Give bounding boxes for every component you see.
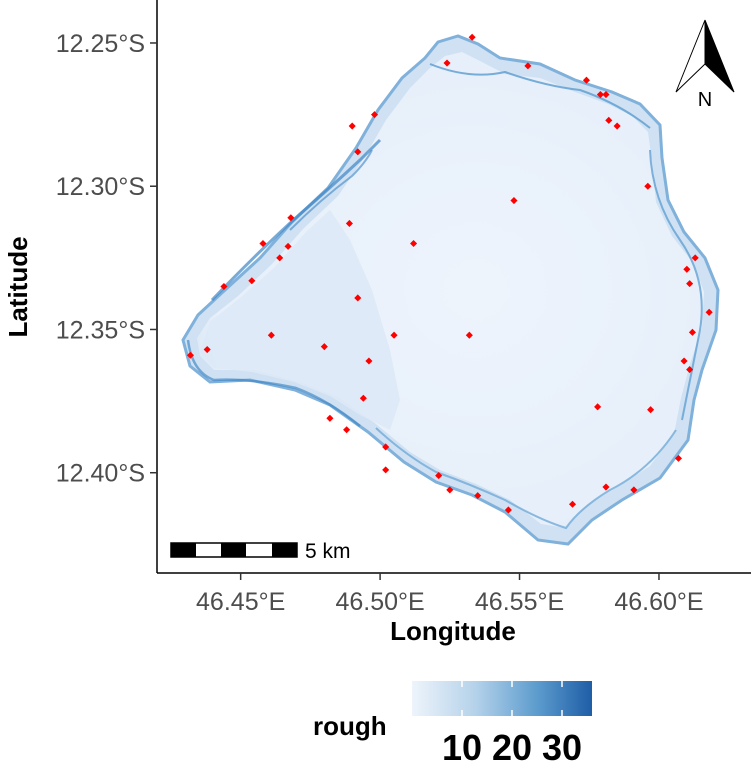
scale-bar-label: 5 km [305,540,351,563]
survey-point [594,403,602,411]
survey-point [683,265,691,273]
x-ticks: 46.45°E 46.50°E 46.55°E 46.60°E [196,573,704,616]
survey-point [582,76,591,84]
y-tick-label: 12.40°S [56,460,145,488]
north-arrow-label: N [698,89,712,111]
axes: 46.45°E 46.50°E 46.55°E 46.60°E 12.25°S 12.3… [56,0,751,616]
survey-point [359,394,367,402]
survey-point [354,294,362,302]
reef-rim-west-channel [210,138,382,302]
survey-point [596,91,604,99]
survey-point [602,483,610,491]
survey-point [644,182,652,190]
x-tick-label: 46.50°E [335,588,424,616]
x-axis-title: Longitude [390,616,516,646]
scale-bar: 5 km [170,540,351,563]
survey-point [686,280,694,288]
x-tick-label: 46.60°E [614,588,703,616]
reef-rim-north [429,63,651,129]
survey-point [688,328,696,336]
legend-tick-label: 10 [442,727,482,768]
survey-point [259,239,267,248]
survey-point [613,122,621,130]
survey-points [186,33,713,514]
y-tick-label: 12.25°S [56,30,145,58]
legend: rough 10 20 30 [313,681,592,768]
survey-point [674,454,683,462]
legend-colorbar [412,681,592,716]
survey-point [568,500,577,508]
survey-point [691,254,699,262]
survey-point [326,414,334,422]
survey-point [524,62,532,70]
survey-point [446,486,454,494]
reef-rim-south [375,427,677,530]
lagoon [197,52,704,528]
legend-title: rough [313,711,387,741]
y-ticks: 12.25°S 12.30°S 12.35°S 12.40°S [56,30,157,488]
survey-point [382,466,390,474]
y-tick-label: 12.35°S [56,316,145,344]
survey-point [248,277,256,285]
western-reef-flat [200,210,400,430]
survey-point [276,254,284,262]
survey-point [602,91,610,99]
survey-point [686,366,694,374]
survey-point [320,343,328,351]
survey-point [348,122,356,130]
survey-point [284,242,292,250]
survey-point [186,351,195,359]
survey-point [343,426,351,434]
survey-point [468,33,476,41]
survey-point [267,331,275,339]
survey-point [435,472,443,480]
survey-point [382,443,390,451]
atoll-raster [181,34,720,546]
survey-point [365,357,373,365]
x-tick-label: 46.45°E [196,588,285,616]
survey-point [287,214,295,222]
survey-point [504,506,512,514]
y-tick-label: 12.30°S [56,173,145,201]
x-tick-label: 46.55°E [475,588,564,616]
survey-point [390,331,398,339]
reef-rim-west-inner [289,149,373,231]
legend-tick-label: 20 [492,727,532,768]
survey-point [705,308,713,316]
survey-point [474,492,482,500]
survey-point [354,148,362,156]
y-axis-title: Latitude [3,236,33,337]
north-arrow-icon: N [675,19,735,111]
survey-point [647,406,655,414]
legend-ticks: 10 20 30 [442,681,582,768]
legend-tick-label: 30 [542,727,582,768]
survey-point [220,282,228,291]
survey-point [370,111,379,119]
survey-point [465,331,473,339]
survey-point [345,219,353,228]
survey-point [680,357,688,365]
survey-point [443,59,451,67]
reef-rim-east [649,149,703,421]
survey-point [410,239,418,248]
survey-point [605,116,613,124]
reef-rim-southwest [186,339,361,427]
survey-point [630,486,638,494]
survey-point [203,345,211,354]
